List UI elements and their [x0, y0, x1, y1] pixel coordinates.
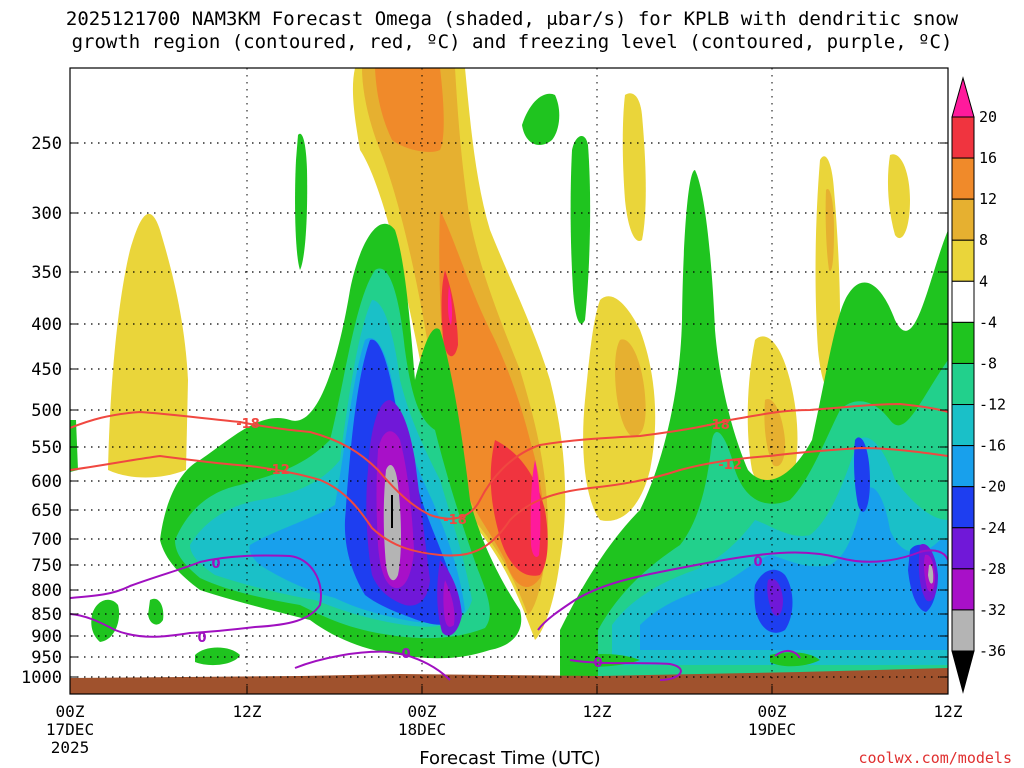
colorbar-swatch [951, 609, 975, 652]
credit-text: coolwx.com/models [858, 749, 1012, 767]
omega-region-descent-right-orange [764, 399, 786, 467]
omega-region-ascent-right-blue [640, 487, 948, 650]
omega-region-ascent-right-gray [928, 564, 934, 584]
chart-title-line1: 2025121700 NAM3KM Forecast Omega (shaded… [66, 8, 959, 30]
colorbar-swatch [951, 116, 975, 159]
y-tick-label: 400 [31, 315, 62, 335]
contour-label-zero-3: 0 [401, 647, 410, 662]
colorbar-swatch [951, 445, 975, 488]
colorbar-label: 16 [979, 149, 997, 167]
omega-region-descent-upper-yellow1 [622, 93, 646, 241]
contour-minus18 [70, 402, 948, 520]
colorbar-top-arrow [951, 76, 975, 118]
colorbar-swatch [951, 486, 975, 529]
x-tick-label: 12Z [233, 702, 262, 721]
x-tick-label: 18DEC [398, 720, 446, 739]
dendritic-contours [70, 402, 948, 681]
x-tick-label: 00Z [408, 702, 437, 721]
contour-label-zero-1: 0 [211, 557, 220, 572]
contour-label-minus18-left: -18 [236, 417, 260, 432]
contour-label-minus12-right: -12 [718, 458, 742, 473]
colorbar-label: -24 [979, 519, 1006, 537]
omega-region-descent-center-red [441, 270, 548, 576]
colorbar-label: 4 [979, 272, 988, 290]
y-tick-label: 350 [31, 263, 62, 283]
y-axis: 2503003504004505005506006507007508008509… [21, 134, 948, 688]
colorbar-swatch [951, 280, 975, 323]
contour-label-zero-5: 0 [753, 555, 762, 570]
colorbar-label: -32 [979, 601, 1006, 619]
y-tick-label: 450 [31, 360, 62, 380]
y-tick-label: 750 [31, 556, 62, 576]
colorbar-swatch [951, 568, 975, 611]
y-tick-label: 250 [31, 134, 62, 154]
x-tick-label: 2025 [51, 738, 90, 757]
colorbar-label: -8 [979, 354, 997, 372]
x-tick-label: 00Z [56, 702, 85, 721]
colorbar-swatch [951, 198, 975, 241]
terrain-fill [70, 668, 948, 694]
colorbar-swatch [951, 527, 975, 570]
x-tick-label: 17DEC [46, 720, 94, 739]
colorbar-label: -16 [979, 437, 1006, 455]
colorbar-label: -4 [979, 313, 997, 331]
omega-region-ascent-main-black [391, 495, 393, 528]
contour-freezing [70, 549, 948, 681]
colorbar-swatch [951, 157, 975, 200]
x-axis-label: Forecast Time (UTC) [419, 748, 600, 768]
contour-label-zero-2: 0 [197, 631, 206, 646]
y-tick-label: 1000 [21, 668, 62, 688]
plot-area [70, 68, 948, 694]
colorbar-label: 12 [979, 190, 997, 208]
omega-region-ascent-upper-green3 [295, 133, 308, 270]
omega-region-ascent-left-patches [70, 420, 164, 642]
contour-minus12 [70, 446, 948, 557]
plot-frame [69, 67, 949, 695]
colorbar-swatch [951, 239, 975, 282]
omega-region-ascent-upper-green2 [570, 135, 591, 324]
y-tick-label: 300 [31, 204, 62, 224]
omega-region-descent-right-yellow [747, 154, 910, 495]
y-tick-label: 550 [31, 438, 62, 458]
omega-region-descent-upper-orange2 [825, 189, 834, 271]
colorbar-label: -20 [979, 478, 1006, 496]
x-tick-label: 19DEC [748, 720, 796, 739]
omega-region-descent-upper-yellow2 [815, 156, 841, 390]
y-tick-label: 650 [31, 501, 62, 521]
contour-label-minus12-left: -12 [266, 463, 290, 478]
x-tick-label: 00Z [758, 702, 787, 721]
colorbar-label: -28 [979, 560, 1006, 578]
contour-label-minus18-mid: -18 [443, 513, 467, 528]
omega-region-descent-left [108, 213, 188, 478]
chart-title-line2: growth region (contoured, red, ºC) and f… [72, 31, 953, 53]
colorbar-swatch [951, 362, 975, 406]
colorbar-swatch [951, 321, 975, 364]
y-tick-label: 900 [31, 627, 62, 647]
y-tick-label: 950 [31, 648, 62, 668]
colorbar: 20 16 12 8 4 -4 -8 -12 -16 -20 -24 -28 -32 -36 [951, 76, 1006, 694]
colorbar-bottom-arrow [951, 650, 975, 694]
colorbar-label: 20 [979, 108, 997, 126]
contour-label-minus18-right: -18 [706, 418, 730, 433]
contour-label-zero-4: 0 [593, 656, 602, 671]
colorbar-label: 8 [979, 231, 988, 249]
omega-region-descent-mid-orange [615, 339, 646, 437]
y-tick-label: 800 [31, 581, 62, 601]
colorbar-label: -12 [979, 396, 1006, 414]
y-tick-label: 600 [31, 472, 62, 492]
y-tick-label: 500 [31, 401, 62, 421]
contour-labels: -18 -18 -18 -12 -12 0 0 0 0 0 [197, 417, 762, 671]
x-tick-label: 12Z [934, 702, 963, 721]
colorbar-swatch [951, 404, 975, 447]
y-tick-label: 700 [31, 530, 62, 550]
y-tick-label: 850 [31, 605, 62, 625]
omega-region-ascent-upper-green1 [522, 93, 560, 145]
omega-region-descent-center-pink [447, 285, 541, 557]
x-tick-label: 12Z [583, 702, 612, 721]
omega-region-ascent-right-darkblue [754, 437, 938, 633]
colorbar-label: -36 [979, 642, 1006, 660]
